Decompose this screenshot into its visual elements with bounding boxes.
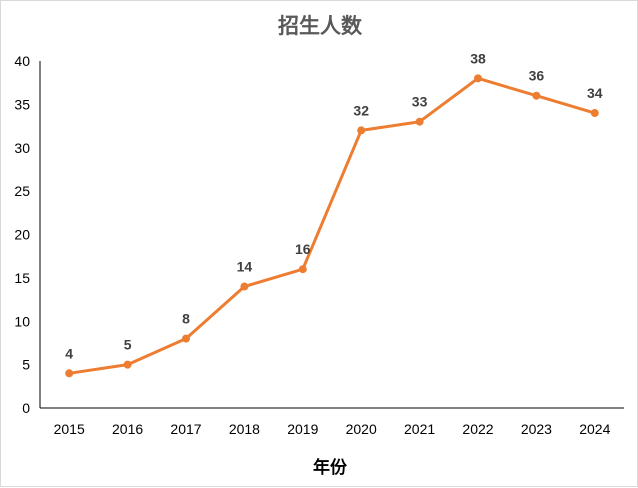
- x-tick-label: 2023: [521, 421, 552, 437]
- axes: [39, 61, 624, 409]
- data-label: 8: [182, 311, 190, 327]
- y-tick-label: 35: [14, 96, 30, 112]
- data-label: 4: [65, 345, 73, 361]
- x-tick-label: 2017: [170, 421, 201, 437]
- data-label: 16: [295, 241, 311, 257]
- data-point: [182, 334, 190, 343]
- series-line: [68, 76, 596, 375]
- data-label: 36: [529, 68, 545, 84]
- y-tick-label: 40: [14, 53, 30, 69]
- data-label: 34: [587, 85, 603, 101]
- y-tick-label: 20: [14, 227, 30, 243]
- data-label: 32: [353, 102, 369, 118]
- data-point: [532, 91, 541, 100]
- data-point: [357, 126, 366, 135]
- data-point: [474, 74, 482, 83]
- y-axis-ticks: 0 5 10 15 20 25 30 35 40: [14, 53, 30, 416]
- x-axis-ticks: 2015 2016 2017 2018 2019 2020 2021 2022 2023 2024: [54, 421, 611, 437]
- data-point: [123, 360, 132, 369]
- y-tick-label: 25: [14, 183, 30, 199]
- y-tick-label: 10: [14, 313, 30, 329]
- x-tick-label: 2020: [346, 421, 377, 437]
- x-tick-label: 2019: [287, 421, 318, 437]
- x-tick-label: 2016: [112, 421, 143, 437]
- data-point: [298, 265, 307, 274]
- y-tick-label: 5: [22, 357, 30, 373]
- data-point: [65, 369, 74, 378]
- x-tick-label: 2021: [404, 421, 435, 437]
- x-tick-label: 2018: [229, 421, 260, 437]
- series-group: [65, 74, 599, 378]
- data-label: 38: [470, 50, 486, 66]
- x-tick-label: 2015: [54, 421, 85, 437]
- data-label: 14: [237, 259, 253, 275]
- y-tick-label: 15: [14, 270, 30, 286]
- y-tick-label: 0: [22, 400, 30, 416]
- data-label: 33: [412, 94, 428, 110]
- chart-title: 招生人数: [278, 14, 363, 38]
- data-labels: 4 5 8 14 16 32 33 38 36 34: [65, 50, 602, 361]
- x-axis-title: 年份: [313, 457, 348, 478]
- y-tick-label: 30: [14, 140, 30, 156]
- data-label: 5: [124, 337, 132, 353]
- data-point: [415, 117, 424, 126]
- x-tick-label: 2022: [462, 421, 493, 437]
- x-tick-label: 2024: [579, 421, 610, 437]
- data-point: [590, 109, 599, 118]
- data-point: [240, 282, 249, 291]
